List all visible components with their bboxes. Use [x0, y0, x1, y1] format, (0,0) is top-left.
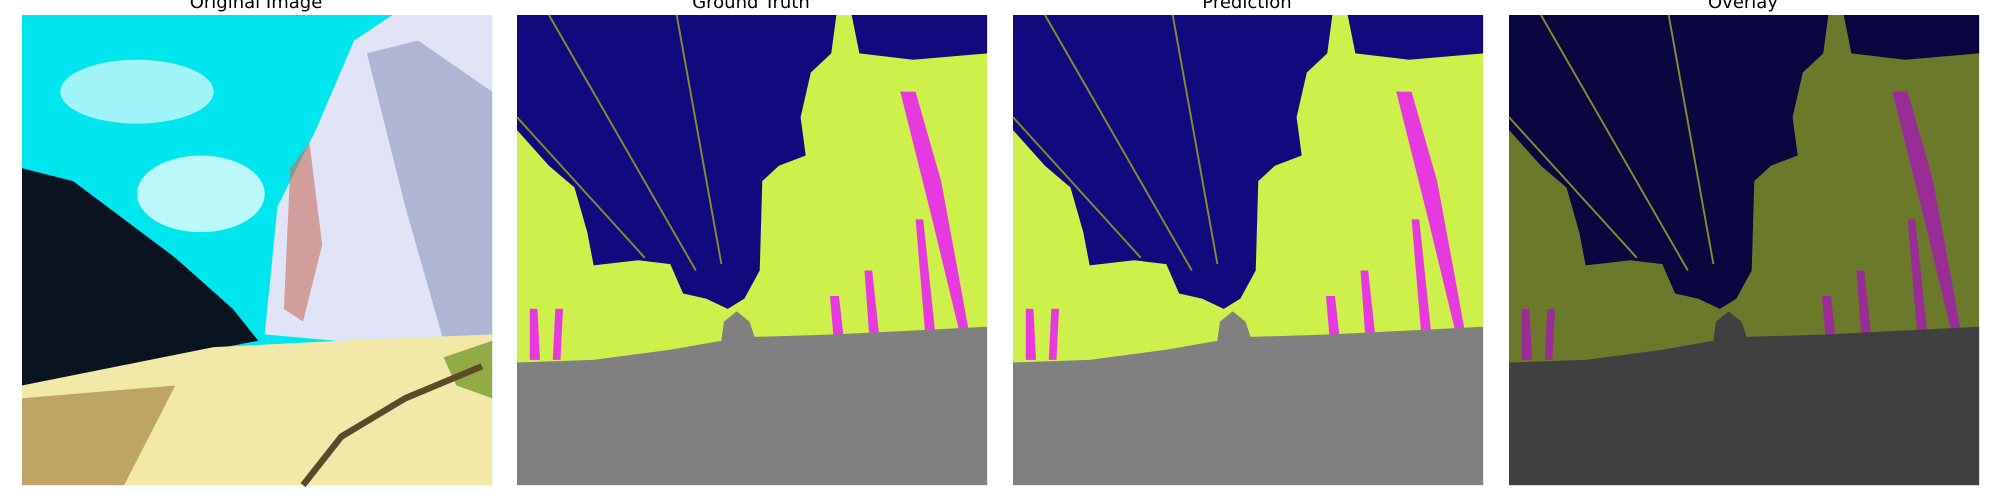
- panel-title: Prediction: [1202, 0, 1291, 13]
- overlay-mask: [1508, 14, 1981, 487]
- ground-truth-mask: [516, 14, 989, 487]
- panel-title: Overlay: [1708, 0, 1778, 13]
- original-image: [22, 15, 493, 488]
- prediction-mask: [1012, 14, 1485, 487]
- panel-title: Ground Truth: [692, 0, 810, 13]
- panel-title: Original Image: [190, 0, 323, 13]
